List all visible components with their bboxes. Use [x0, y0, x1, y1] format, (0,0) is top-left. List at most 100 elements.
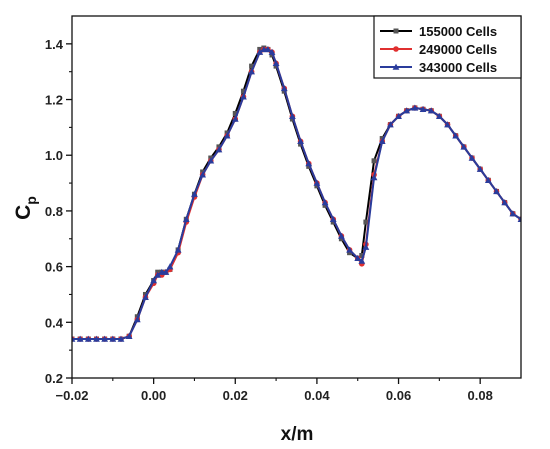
data-point — [84, 335, 92, 342]
data-point — [371, 158, 377, 164]
series-3 — [72, 46, 521, 342]
data-point — [435, 112, 443, 119]
data-point — [362, 243, 370, 250]
data-point — [313, 179, 321, 186]
x-axis: −0.02 0.00 0.02 0.04 0.06 0.08 — [56, 378, 493, 403]
x-axis-title: x/m — [281, 424, 314, 445]
data-point — [460, 143, 468, 150]
data-point — [264, 46, 272, 53]
data-point — [280, 85, 288, 92]
data-point — [207, 157, 215, 164]
data-point — [501, 199, 509, 206]
data-point — [427, 107, 435, 114]
plot-frame — [71, 15, 522, 379]
y-tick-label: 0.8 — [45, 204, 63, 219]
data-point — [476, 165, 484, 172]
data-point — [93, 335, 100, 342]
data-point — [72, 335, 76, 342]
legend-label: 155000 Cells — [419, 24, 497, 39]
y-tick-label: 0.2 — [45, 371, 63, 386]
series-layer — [72, 45, 521, 342]
y-axis-title-sub: p — [23, 196, 39, 205]
y-tick-label: 1.2 — [45, 93, 63, 108]
x-tick-label: −0.02 — [56, 388, 89, 403]
data-point — [509, 210, 517, 217]
data-point — [125, 332, 133, 339]
x-tick-label: 0.04 — [304, 388, 330, 403]
data-point — [133, 316, 141, 323]
data-point — [493, 188, 500, 195]
y-tick-label: 0.4 — [45, 315, 64, 330]
data-point — [191, 190, 198, 197]
data-point — [305, 160, 313, 167]
y-tick-label: 1.0 — [45, 148, 63, 163]
data-point — [289, 112, 296, 119]
data-point — [174, 246, 182, 253]
data-point — [249, 63, 255, 69]
data-point — [419, 105, 427, 113]
legend-item: 249000 Cells — [380, 42, 497, 57]
y-axis: 0.2 0.4 0.6 0.8 1.0 1.2 1.4 — [45, 37, 72, 386]
data-point — [346, 246, 353, 253]
y-tick-label: 1.4 — [45, 37, 64, 52]
series-line — [72, 48, 521, 341]
data-point — [142, 293, 149, 300]
data-point — [354, 254, 362, 261]
data-point — [370, 174, 378, 181]
data-point — [256, 48, 264, 55]
legend-label: 249000 Cells — [419, 42, 497, 57]
y-axis-title-main: C — [12, 205, 35, 220]
x-tick-label: 0.06 — [386, 388, 411, 403]
series-2 — [72, 46, 521, 342]
data-point — [215, 146, 223, 153]
legend-item: 155000 Cells — [380, 24, 497, 39]
series-1 — [72, 45, 521, 342]
data-point — [232, 110, 238, 116]
data-point — [517, 215, 521, 222]
x-tick-label: 0.00 — [141, 388, 166, 403]
data-point — [223, 132, 231, 139]
data-point — [359, 252, 365, 258]
data-point — [240, 93, 247, 100]
x-tick-label: 0.08 — [468, 388, 493, 403]
data-point — [231, 115, 239, 122]
data-point — [166, 263, 174, 270]
data-point — [338, 232, 345, 239]
data-point — [199, 171, 207, 178]
data-point — [386, 121, 394, 128]
data-point — [109, 335, 117, 342]
legend-label: 343000 Cells — [419, 60, 497, 75]
data-point — [268, 48, 276, 55]
data-point — [76, 335, 84, 342]
data-point — [162, 268, 170, 275]
legend-marker — [393, 46, 399, 52]
data-point — [117, 335, 125, 342]
legend-marker — [392, 63, 400, 70]
data-point — [101, 335, 109, 342]
data-point — [248, 68, 255, 75]
data-point — [363, 219, 369, 225]
data-point — [272, 59, 280, 67]
x-tick-label: 0.02 — [223, 388, 248, 403]
data-point — [154, 271, 162, 278]
data-point — [378, 137, 386, 145]
legend: 155000 Cells 249000 Cells 343000 Cells — [373, 15, 522, 79]
data-point — [452, 132, 460, 139]
data-point — [468, 154, 476, 161]
data-point — [150, 277, 158, 284]
data-point — [329, 215, 337, 222]
data-point — [444, 121, 451, 128]
y-tick-label: 0.6 — [45, 260, 63, 275]
data-point — [403, 107, 411, 114]
series-line — [72, 47, 521, 341]
legend-item: 343000 Cells — [380, 60, 497, 75]
data-point — [484, 176, 492, 184]
data-point — [321, 199, 329, 206]
data-point — [395, 112, 402, 119]
data-point — [358, 257, 366, 264]
data-point — [297, 137, 304, 145]
y-axis-title: Cp — [12, 196, 39, 220]
data-point — [240, 88, 246, 94]
data-point — [411, 104, 419, 111]
